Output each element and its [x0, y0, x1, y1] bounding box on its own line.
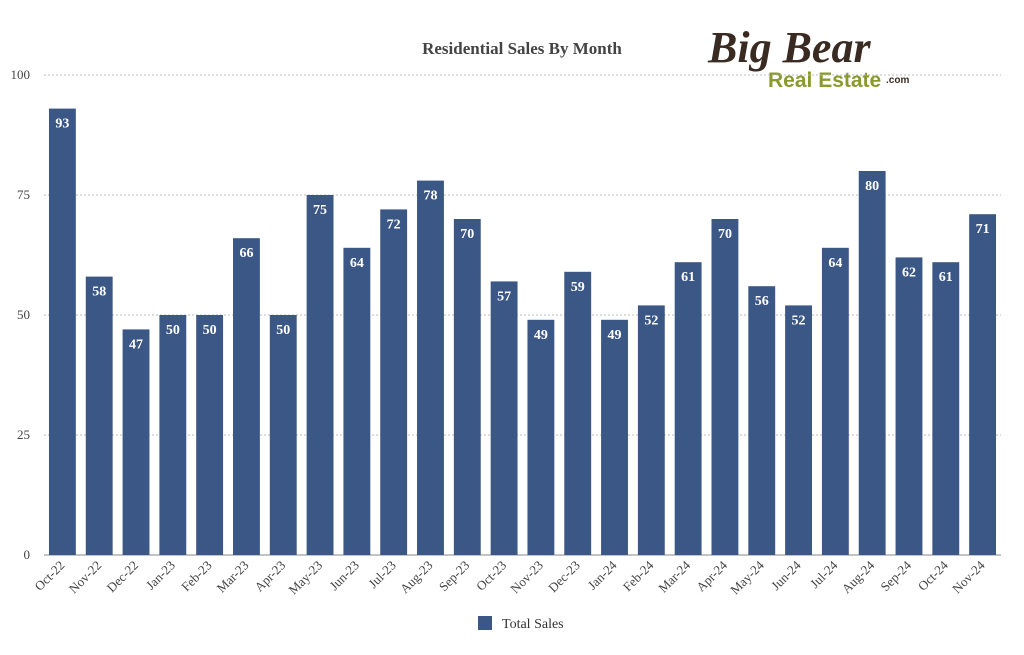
data-label: 78	[423, 189, 437, 204]
x-tick-label: Jun-23	[326, 558, 362, 594]
x-tick-label: Dec-22	[103, 558, 141, 596]
data-label: 58	[92, 285, 106, 300]
x-tick-label: May-24	[727, 557, 767, 597]
y-tick-label: 50	[17, 307, 30, 322]
y-axis: 0 25 50 75 100	[11, 67, 31, 562]
bar	[85, 276, 113, 555]
legend-swatch	[478, 616, 492, 630]
y-tick-label: 75	[17, 187, 30, 202]
x-tick-label: Apr-24	[693, 557, 730, 594]
y-tick-label: 100	[11, 67, 31, 82]
data-label: 49	[534, 328, 548, 343]
data-label: 50	[166, 323, 180, 338]
data-label: 71	[976, 222, 990, 237]
data-label: 72	[387, 217, 401, 232]
x-tick-label: Mar-24	[655, 557, 693, 595]
data-label: 64	[350, 256, 364, 271]
x-tick-label: Sep-23	[436, 558, 473, 595]
logo-com: .com	[886, 75, 909, 86]
bar	[895, 257, 923, 555]
x-tick-label: Apr-23	[251, 558, 288, 595]
bar	[674, 262, 702, 555]
x-tick-label: Mar-23	[214, 558, 252, 596]
data-label: 62	[902, 265, 916, 280]
data-label: 59	[571, 280, 585, 295]
legend-label: Total Sales	[502, 617, 564, 632]
bar	[380, 209, 408, 555]
y-tick-label: 0	[24, 547, 31, 562]
x-tick-label: Nov-23	[507, 558, 546, 597]
bar	[306, 195, 334, 555]
bar	[269, 315, 297, 555]
x-tick-label: Jan-24	[585, 557, 620, 592]
data-label: 61	[681, 270, 695, 285]
y-tick-label: 25	[17, 427, 30, 442]
x-tick-label: Jul-24	[807, 557, 841, 591]
logo-real-estate: Real Estate	[768, 69, 881, 92]
data-label: 80	[865, 179, 879, 194]
grid-lines	[44, 74, 1001, 556]
x-tick-label: Aug-24	[839, 557, 878, 596]
x-tick-label: Jul-23	[365, 558, 399, 592]
bars: 93 58 47 50 50 66 50 75 64 72 78 70 57 49 59 49 52 61 70 56…	[48, 108, 997, 556]
bar	[490, 281, 518, 555]
bar	[527, 319, 555, 555]
data-label: 56	[755, 294, 769, 309]
bar	[711, 219, 739, 555]
x-tick-label: Oct-23	[473, 558, 509, 594]
x-tick-label: Oct-24	[915, 557, 951, 593]
data-label: 52	[792, 313, 806, 328]
data-label: 64	[828, 256, 842, 271]
data-label: 50	[276, 323, 290, 338]
data-label: 75	[313, 203, 327, 218]
bar	[858, 171, 886, 555]
x-tick-label: Nov-22	[66, 558, 105, 597]
bar	[785, 305, 812, 555]
x-tick-label: Oct-22	[31, 558, 67, 594]
logo-big-bear: Big Bear	[707, 23, 871, 72]
bar	[748, 286, 776, 555]
bar	[453, 219, 481, 555]
data-label: 61	[939, 270, 953, 285]
x-tick-label: Feb-23	[178, 558, 215, 595]
bar	[122, 329, 150, 555]
x-tick-label: May-23	[285, 558, 325, 598]
data-label: 47	[129, 337, 143, 352]
data-label: 70	[718, 227, 732, 242]
x-tick-label: Nov-24	[949, 557, 988, 596]
data-label: 52	[644, 313, 658, 328]
bar	[601, 319, 628, 555]
bar	[969, 214, 997, 555]
bar	[343, 247, 371, 556]
bar	[637, 305, 665, 555]
x-tick-label: Dec-23	[545, 558, 583, 596]
bar	[417, 180, 444, 555]
x-tick-label: Feb-24	[620, 557, 657, 594]
bar	[196, 315, 224, 555]
bar	[564, 271, 592, 555]
bar	[233, 238, 260, 555]
x-tick-label: Sep-24	[877, 557, 914, 594]
bar	[932, 262, 960, 555]
x-tick-label: Aug-23	[397, 558, 436, 597]
data-label: 70	[460, 227, 474, 242]
legend: Total Sales	[478, 616, 564, 632]
data-label: 49	[608, 328, 622, 343]
data-label: 57	[497, 289, 511, 304]
company-logo: Big Bear Real Estate .com	[707, 23, 909, 92]
data-label: 50	[203, 323, 217, 338]
x-tick-label: Jun-24	[768, 557, 804, 593]
bar	[821, 247, 849, 556]
bar	[159, 315, 187, 555]
x-tick-label: Jan-23	[143, 558, 178, 593]
bar	[48, 108, 76, 555]
data-label: 93	[55, 117, 69, 132]
chart-title: Residential Sales By Month	[422, 39, 622, 58]
data-label: 66	[239, 246, 253, 261]
